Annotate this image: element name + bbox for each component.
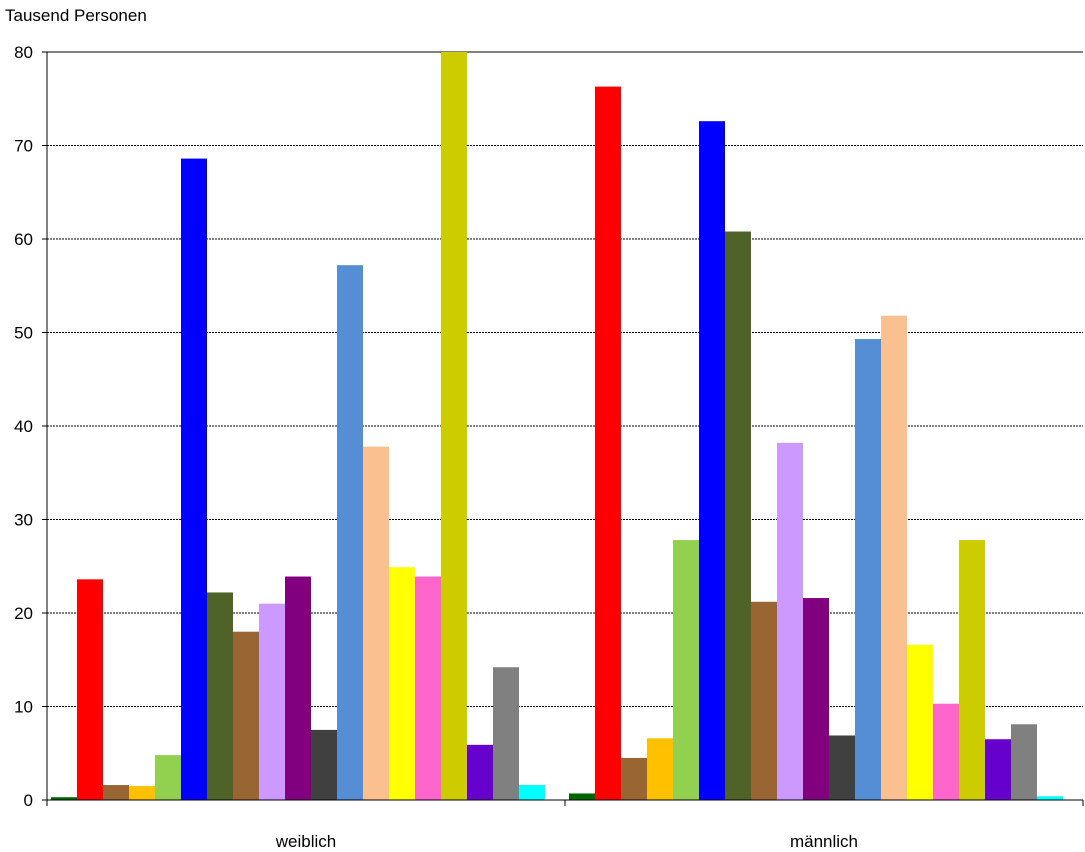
bar <box>467 744 493 800</box>
bar <box>829 735 855 800</box>
bar <box>725 231 751 800</box>
bar <box>389 567 415 800</box>
bar <box>103 785 129 800</box>
bar <box>77 579 103 800</box>
bar <box>933 703 959 800</box>
bar <box>673 540 699 800</box>
x-category-label: weiblich <box>275 832 336 851</box>
bar <box>415 576 441 800</box>
y-axis-unit-label: Tausend Personen <box>5 6 147 25</box>
bar <box>285 576 311 800</box>
bar <box>881 315 907 800</box>
y-tick-label: 60 <box>14 230 33 249</box>
y-tick-label: 20 <box>14 604 33 623</box>
bar <box>699 121 725 800</box>
bar <box>621 757 647 800</box>
bar <box>129 785 155 800</box>
bar <box>647 738 673 800</box>
bar <box>985 739 1011 800</box>
y-tick-label: 10 <box>14 698 33 717</box>
bar <box>855 339 881 800</box>
bar <box>155 755 181 800</box>
bar <box>337 265 363 800</box>
bar <box>493 667 519 800</box>
bar <box>777 442 803 800</box>
axes <box>42 51 1084 806</box>
bar <box>233 631 259 800</box>
y-tick-label: 80 <box>14 43 33 62</box>
bar <box>181 158 207 801</box>
bar <box>441 52 467 800</box>
bar <box>569 793 595 800</box>
bar <box>803 598 829 800</box>
bars <box>51 52 1063 801</box>
bar <box>363 446 389 800</box>
bar <box>311 729 337 800</box>
y-tick-label: 50 <box>14 324 33 343</box>
y-tick-label: 30 <box>14 511 33 530</box>
bar <box>959 540 985 800</box>
bar <box>519 785 545 800</box>
y-tick-label: 70 <box>14 137 33 156</box>
bar <box>595 86 621 801</box>
bar <box>207 592 233 800</box>
bar <box>51 797 77 800</box>
tick-labels: 0 10 20 30 40 50 60 70 80 weiblich männlich <box>14 43 858 851</box>
y-tick-label: 40 <box>14 417 33 436</box>
bar <box>1037 796 1063 800</box>
bar <box>259 603 285 800</box>
bar <box>751 601 777 800</box>
bar <box>1011 724 1037 800</box>
y-tick-label: 0 <box>24 791 33 810</box>
bar <box>907 644 933 800</box>
x-category-label: männlich <box>790 832 858 851</box>
